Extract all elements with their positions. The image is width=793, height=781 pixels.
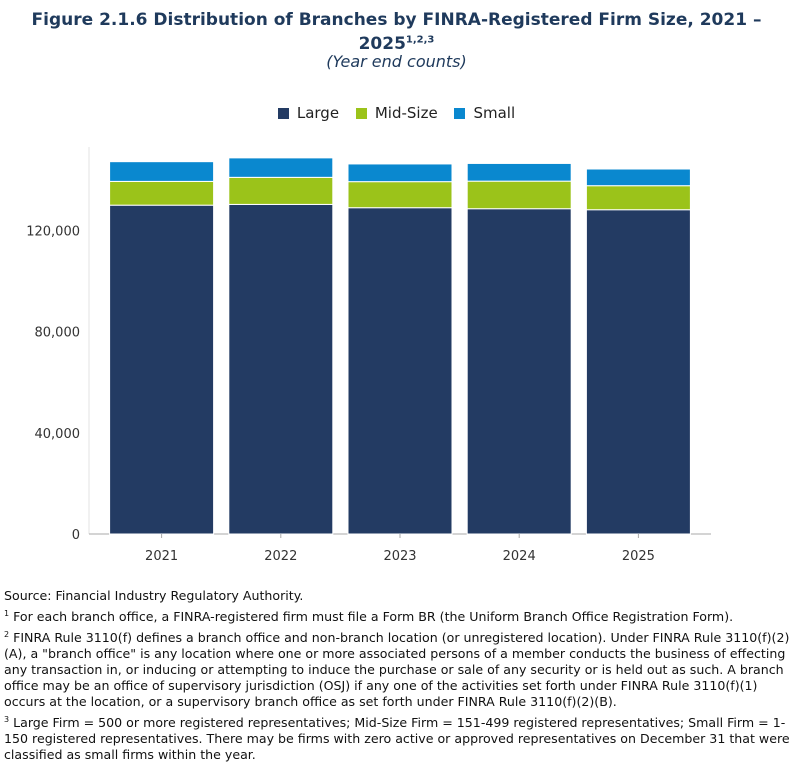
- bar-segment-large: [585, 209, 691, 535]
- legend-swatch-large: [277, 108, 289, 119]
- bar-segment-small: [109, 161, 215, 182]
- bar-segment-large: [109, 204, 215, 535]
- bar-segment-large: [347, 207, 453, 535]
- legend-item-midsize: Mid-Size: [355, 104, 438, 122]
- footnote-2: 2 FINRA Rule 3110(f) defines a branch of…: [4, 630, 790, 710]
- legend-swatch-midsize: [355, 108, 367, 119]
- bar-segment-midsize: [585, 185, 691, 211]
- stacked-bar-chart: 0 40,000 80,000 120,000 2021 2022 2023 2024 2025: [26, 147, 711, 564]
- x-tick-label: 2024: [503, 549, 536, 564]
- bar-segment-large: [228, 203, 334, 535]
- y-tick-label: 80,000: [35, 326, 81, 341]
- bar-segment-midsize: [109, 180, 215, 206]
- footnote-3-text: Large Firm = 500 or more registered repr…: [4, 715, 790, 762]
- chart-title: Figure 2.1.6 Distribution of Branches by…: [30, 8, 763, 56]
- chart-title-footnote-marks: 1,2,3: [405, 34, 435, 46]
- x-tick-label: 2022: [264, 549, 297, 564]
- bar-segment-large: [466, 208, 572, 535]
- legend-swatch-small: [454, 108, 466, 119]
- footnotes: Source: Financial Industry Regulatory Au…: [4, 588, 790, 768]
- bar-segment-midsize: [466, 180, 572, 210]
- legend-item-large: Large: [277, 104, 340, 122]
- footnote-3-mark: 3: [4, 714, 10, 724]
- x-tick-label: 2021: [145, 549, 178, 564]
- bar-segment-midsize: [228, 176, 334, 205]
- bar-segment-small: [585, 168, 691, 187]
- bar-segment-small: [347, 163, 453, 183]
- bar-segment-small: [228, 157, 334, 178]
- source-note: Source: Financial Industry Regulatory Au…: [4, 588, 304, 603]
- chart-title-text: Figure 2.1.6 Distribution of Branches by…: [31, 10, 762, 54]
- bar-segment-small: [466, 162, 572, 182]
- footnote-2-text: FINRA Rule 3110(f) defines a branch offi…: [4, 630, 790, 709]
- footnote-2-mark: 2: [4, 629, 10, 639]
- footnote-1-text: For each branch office, a FINRA-register…: [9, 609, 734, 624]
- x-tick-label: 2023: [383, 549, 416, 564]
- footnote-1-mark: 1: [4, 608, 10, 618]
- bar-segment-midsize: [347, 181, 453, 209]
- legend-label-midsize: Mid-Size: [374, 104, 438, 122]
- footnote-3: 3 Large Firm = 500 or more registered re…: [4, 715, 790, 763]
- y-tick-label: 0: [72, 528, 80, 543]
- legend-label-large: Large: [296, 104, 340, 122]
- footnote-1: 1 For each branch office, a FINRA-regist…: [4, 609, 790, 625]
- chart-legend: Large Mid-Size Small: [0, 104, 793, 122]
- chart-subtitle: (Year end counts): [326, 52, 467, 71]
- legend-item-small: Small: [454, 104, 515, 122]
- y-tick-label: 120,000: [26, 224, 80, 239]
- y-tick-label: 40,000: [35, 427, 81, 442]
- legend-label-small: Small: [473, 104, 516, 122]
- x-tick-label: 2025: [622, 549, 655, 564]
